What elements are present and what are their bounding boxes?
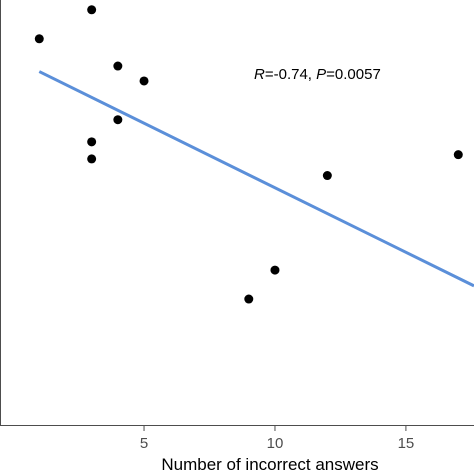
- data-point-2: [87, 5, 97, 15]
- data-point-7: [139, 76, 149, 86]
- x-axis-title: Number of incorrect answers: [161, 455, 378, 474]
- p-value: =0.0057: [326, 66, 381, 83]
- data-point-1: [34, 34, 44, 44]
- correlation-annotation: R=-0.74, P=0.0057: [254, 66, 381, 83]
- data-point-11: [453, 150, 463, 160]
- x-tick-label-10: 10: [267, 435, 284, 452]
- data-point-8: [244, 294, 254, 304]
- data-point-3: [87, 137, 97, 147]
- r-value: =-0.74,: [265, 66, 316, 83]
- data-point-6: [113, 115, 123, 125]
- data-point-5: [113, 61, 123, 71]
- data-point-9: [270, 265, 280, 275]
- x-tick-label-15: 15: [398, 435, 415, 452]
- data-point-4: [87, 154, 97, 164]
- x-tick-label-5: 5: [140, 435, 148, 452]
- regression-line: [38, 70, 474, 288]
- regression-line-group: [38, 70, 474, 288]
- p-label: P: [316, 66, 326, 83]
- x-axis-ticks: 5 10 15: [140, 426, 414, 452]
- data-points: [34, 5, 463, 304]
- r-label: R: [254, 66, 265, 83]
- data-point-10: [322, 171, 332, 181]
